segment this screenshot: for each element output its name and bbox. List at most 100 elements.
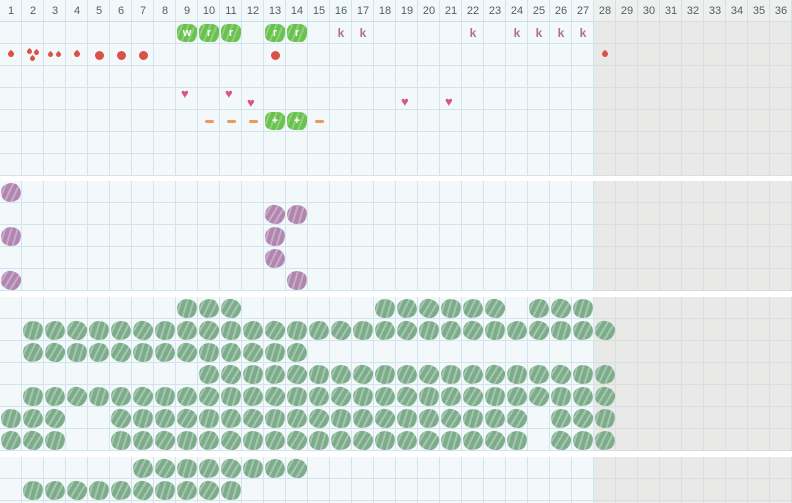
green-scribble-mark[interactable] (198, 457, 220, 479)
green-scribble-mark[interactable] (22, 319, 44, 341)
green-scribble-mark[interactable] (154, 479, 176, 501)
green-scribble-mark[interactable] (549, 429, 573, 451)
plus-marker-icon[interactable]: + (265, 112, 285, 130)
green-scribble-mark[interactable] (308, 385, 330, 407)
purple-scribble-mark[interactable] (0, 269, 23, 291)
k-marker-label[interactable]: k (557, 26, 565, 40)
green-scribble-mark[interactable] (44, 319, 66, 341)
green-scribble-mark[interactable] (110, 319, 132, 341)
green-scribble-mark[interactable] (241, 407, 265, 429)
green-scribble-mark[interactable] (440, 319, 462, 341)
green-scribble-mark[interactable] (440, 297, 462, 319)
green-scribble-mark[interactable] (197, 319, 221, 341)
green-scribble-mark[interactable] (550, 319, 572, 341)
green-scribble-mark[interactable] (374, 363, 396, 385)
green-scribble-mark[interactable] (439, 407, 463, 429)
green-scribble-mark[interactable] (198, 341, 220, 363)
green-scribble-mark[interactable] (109, 407, 133, 429)
green-scribble-mark[interactable] (264, 429, 286, 451)
bleeding-dot-icon[interactable] (138, 50, 148, 60)
green-scribble-mark[interactable] (374, 385, 396, 407)
green-scribble-mark[interactable] (241, 341, 265, 363)
green-scribble-mark[interactable] (572, 319, 594, 341)
purple-scribble-mark[interactable] (0, 181, 22, 203)
green-scribble-mark[interactable] (330, 407, 352, 429)
minus-marker-icon[interactable] (204, 119, 214, 123)
green-scribble-mark[interactable] (374, 319, 396, 341)
green-scribble-mark[interactable] (462, 429, 484, 451)
green-scribble-mark[interactable] (66, 341, 88, 363)
green-scribble-mark[interactable] (110, 429, 132, 451)
green-scribble-mark[interactable] (550, 407, 572, 429)
green-scribble-mark[interactable] (264, 341, 286, 363)
green-scribble-mark[interactable] (22, 385, 44, 407)
green-scribble-mark[interactable] (572, 297, 594, 319)
letter-marker-icon[interactable]: r (221, 24, 241, 42)
green-scribble-mark[interactable] (396, 429, 418, 451)
green-scribble-mark[interactable] (264, 457, 286, 479)
chart-grid-section-green-marks-main[interactable] (0, 297, 792, 451)
green-scribble-mark[interactable] (417, 297, 441, 319)
green-scribble-mark[interactable] (285, 429, 309, 451)
green-scribble-mark[interactable] (176, 319, 198, 341)
green-scribble-mark[interactable] (308, 319, 330, 341)
green-scribble-mark[interactable] (572, 363, 594, 385)
letter-marker-icon[interactable]: r (287, 24, 307, 42)
green-scribble-mark[interactable] (308, 363, 330, 385)
green-scribble-mark[interactable] (264, 407, 286, 429)
minus-marker-icon[interactable] (226, 119, 236, 123)
green-scribble-mark[interactable] (43, 407, 67, 429)
green-scribble-mark[interactable] (198, 429, 220, 451)
green-scribble-mark[interactable] (483, 363, 507, 385)
green-scribble-mark[interactable] (308, 429, 330, 451)
green-scribble-mark[interactable] (22, 341, 44, 363)
green-scribble-mark[interactable] (176, 479, 198, 501)
heart-icon[interactable]: ♥ (247, 95, 255, 110)
green-scribble-mark[interactable] (132, 457, 154, 479)
k-marker-label[interactable]: k (513, 26, 521, 40)
green-scribble-mark[interactable] (462, 407, 484, 429)
green-scribble-mark[interactable] (351, 363, 375, 385)
green-scribble-mark[interactable] (197, 385, 221, 407)
green-scribble-mark[interactable] (395, 385, 419, 407)
green-scribble-mark[interactable] (22, 479, 44, 501)
purple-scribble-mark[interactable] (0, 225, 22, 247)
green-scribble-mark[interactable] (219, 457, 243, 479)
green-scribble-mark[interactable] (351, 429, 375, 451)
green-scribble-mark[interactable] (461, 319, 485, 341)
green-scribble-mark[interactable] (153, 457, 177, 479)
green-scribble-mark[interactable] (88, 319, 110, 341)
green-scribble-mark[interactable] (198, 297, 220, 319)
green-scribble-mark[interactable] (132, 341, 154, 363)
chart-grid-section-green-marks-bottom[interactable] (0, 457, 792, 503)
green-scribble-mark[interactable] (88, 385, 110, 407)
green-scribble-mark[interactable] (132, 407, 154, 429)
green-scribble-mark[interactable] (527, 385, 551, 407)
green-scribble-mark[interactable] (571, 407, 595, 429)
minus-marker-icon[interactable] (248, 119, 258, 123)
green-scribble-mark[interactable] (242, 385, 264, 407)
green-scribble-mark[interactable] (65, 479, 89, 501)
purple-scribble-mark[interactable] (264, 225, 286, 247)
green-scribble-mark[interactable] (176, 385, 198, 407)
green-scribble-mark[interactable] (219, 429, 243, 451)
green-scribble-mark[interactable] (242, 363, 264, 385)
green-scribble-mark[interactable] (176, 297, 198, 319)
green-scribble-mark[interactable] (572, 385, 594, 407)
k-marker-label[interactable]: k (579, 26, 587, 40)
green-scribble-mark[interactable] (220, 385, 242, 407)
green-scribble-mark[interactable] (396, 297, 418, 319)
green-scribble-mark[interactable] (484, 385, 506, 407)
green-scribble-mark[interactable] (286, 319, 308, 341)
green-scribble-mark[interactable] (461, 385, 485, 407)
plus-marker-icon[interactable]: + (287, 112, 307, 130)
green-scribble-mark[interactable] (505, 407, 529, 429)
green-scribble-mark[interactable] (154, 385, 176, 407)
green-scribble-mark[interactable] (330, 429, 352, 451)
green-scribble-mark[interactable] (373, 407, 397, 429)
green-scribble-mark[interactable] (175, 407, 199, 429)
green-scribble-mark[interactable] (549, 363, 573, 385)
green-scribble-mark[interactable] (483, 429, 507, 451)
bleeding-dot-icon[interactable] (94, 50, 104, 60)
green-scribble-mark[interactable] (219, 363, 243, 385)
